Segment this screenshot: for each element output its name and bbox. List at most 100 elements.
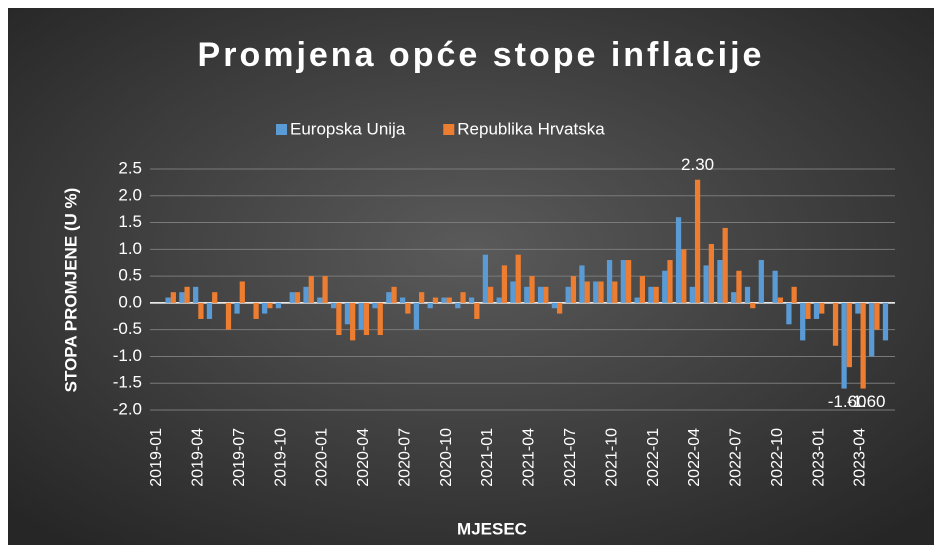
bar: [419, 292, 425, 303]
bar: [662, 270, 668, 303]
x-tick-label: 2019-07: [231, 428, 248, 487]
bar: [198, 302, 204, 319]
bar: [253, 302, 259, 319]
bar: [593, 281, 599, 303]
bar: [579, 265, 585, 303]
y-tick-label: -1.0: [113, 346, 142, 365]
bar: [212, 292, 218, 303]
bar: [874, 302, 880, 330]
bar: [791, 286, 797, 303]
bar: [543, 286, 549, 303]
x-tick-label: 2020-10: [438, 428, 455, 487]
bar: [786, 302, 792, 325]
x-tick-label: 2020-04: [355, 428, 372, 487]
bar: [675, 217, 682, 303]
bar: [515, 254, 521, 303]
bar: [377, 302, 383, 336]
bar: [584, 281, 590, 303]
bar: [372, 302, 378, 309]
bar: [681, 249, 687, 303]
bar: [708, 243, 714, 303]
bar: [860, 302, 866, 389]
bar: [805, 302, 811, 319]
x-tick-label: 2019-10: [272, 428, 289, 487]
x-tick-label: 2020-01: [314, 428, 331, 487]
bar: [606, 260, 613, 303]
bar: [717, 260, 723, 303]
bar: [772, 270, 778, 303]
bar: [391, 286, 397, 303]
bar: [234, 302, 240, 314]
bar: [694, 179, 701, 303]
chart-title: Promjena opće stope inflacije: [198, 36, 765, 74]
bar: [441, 297, 447, 303]
bar: [598, 281, 604, 303]
data-label: -1.60: [828, 392, 867, 411]
x-tick-label: 2019-04: [190, 428, 207, 487]
bar: [537, 286, 544, 303]
bar: [165, 297, 171, 303]
bar: [225, 302, 232, 330]
bar: [750, 302, 756, 309]
bar: [488, 286, 494, 303]
y-tick-label: 1.5: [118, 212, 142, 231]
bar: [855, 302, 861, 314]
data-label: -1.60: [847, 392, 886, 411]
bar: [667, 260, 673, 303]
x-tick-label: 2022-04: [686, 428, 703, 487]
bar: [634, 297, 640, 303]
x-tick-label: 2023-04: [852, 428, 869, 487]
bar: [758, 260, 764, 303]
bar: [170, 292, 176, 303]
bar: [446, 297, 452, 303]
legend-swatch: [276, 124, 287, 135]
bar: [482, 254, 489, 303]
x-tick-label: 2022-01: [645, 428, 662, 487]
bar: [722, 227, 728, 303]
bar: [206, 302, 213, 319]
bar: [344, 302, 351, 325]
bar: [703, 265, 709, 303]
bar: [399, 297, 406, 303]
legend-swatch: [443, 124, 455, 135]
legend-label: Republika Hrvatska: [457, 119, 605, 138]
bar: [882, 302, 889, 341]
bar: [846, 302, 852, 368]
y-tick-label: 2.0: [118, 185, 142, 204]
bar: [386, 292, 392, 303]
y-tick-label: -1.5: [113, 373, 142, 392]
bar: [294, 292, 301, 303]
bar: [308, 276, 314, 303]
y-tick-label: 2.5: [118, 158, 142, 177]
bar: [427, 302, 433, 309]
bar: [800, 302, 806, 341]
y-tick-label: 1.0: [118, 239, 142, 258]
x-tick-label: 2020-07: [396, 428, 413, 487]
bar: [184, 286, 190, 303]
bar: [413, 302, 420, 330]
bar: [331, 302, 337, 309]
bar: [358, 302, 364, 330]
y-tick-label: -0.5: [113, 319, 142, 338]
bar: [744, 286, 751, 303]
x-tick-label: 2023-01: [810, 428, 827, 487]
bar: [405, 302, 411, 314]
y-axis-label: STOPA PROMJENE (U %): [61, 188, 80, 393]
bar: [455, 302, 461, 309]
x-tick-label: 2021-07: [562, 428, 579, 487]
bar: [193, 286, 199, 303]
bar: [468, 297, 475, 303]
bar: [350, 302, 356, 341]
bar: [565, 286, 571, 303]
bar: [289, 292, 295, 303]
bar: [832, 302, 839, 346]
y-tick-label: 0.0: [118, 292, 142, 311]
bar: [267, 302, 273, 309]
bar: [570, 276, 577, 303]
bar: [275, 302, 282, 309]
bar: [813, 302, 820, 319]
bar: [612, 281, 618, 303]
bar: [869, 302, 875, 357]
bar: [653, 286, 659, 303]
